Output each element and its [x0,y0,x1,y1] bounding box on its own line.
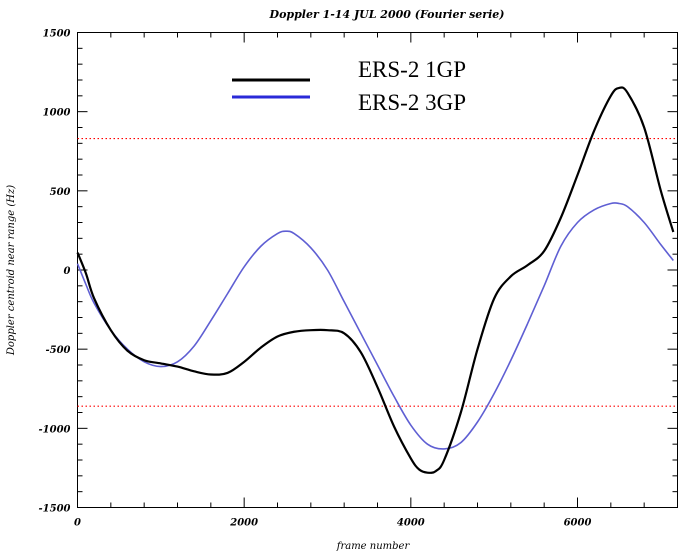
y-tick-label: -1000 [39,424,71,435]
legend-label-1gp: ERS-2 1GP [358,57,466,82]
y-tick-labels: 1500 1000 500 0 -500 -1000 -1500 [39,29,71,515]
reference-lines [77,137,678,407]
x-tick-labels: 0 2000 4000 6000 [74,518,591,529]
x-tick-label: 2000 [229,518,258,529]
y-tick-label: -1500 [39,504,71,515]
chart-title: Doppler 1-14 JUL 2000 (Fourier serie) [269,8,505,21]
x-tick-label: 6000 [564,518,592,529]
y-tick-label: 1000 [43,108,71,119]
axis-ticks [77,32,678,508]
x-tick-label: 4000 [397,518,425,529]
legend-label-3gp: ERS-2 3GP [358,90,466,115]
legend: ERS-2 1GP ERS-2 3GP [232,57,466,115]
series-lines [76,86,675,474]
y-tick-label: 0 [64,266,71,277]
y-axis-label: Doppler centroid near range (Hz) [6,185,17,356]
x-axis-label: frame number [336,541,411,552]
series-line-1gp [76,86,675,474]
x-tick-label: 0 [74,518,81,529]
y-tick-label: -500 [45,345,70,356]
y-tick-label: 1500 [43,29,71,40]
series-line-3gp [76,202,674,450]
y-tick-label: 500 [50,187,71,198]
